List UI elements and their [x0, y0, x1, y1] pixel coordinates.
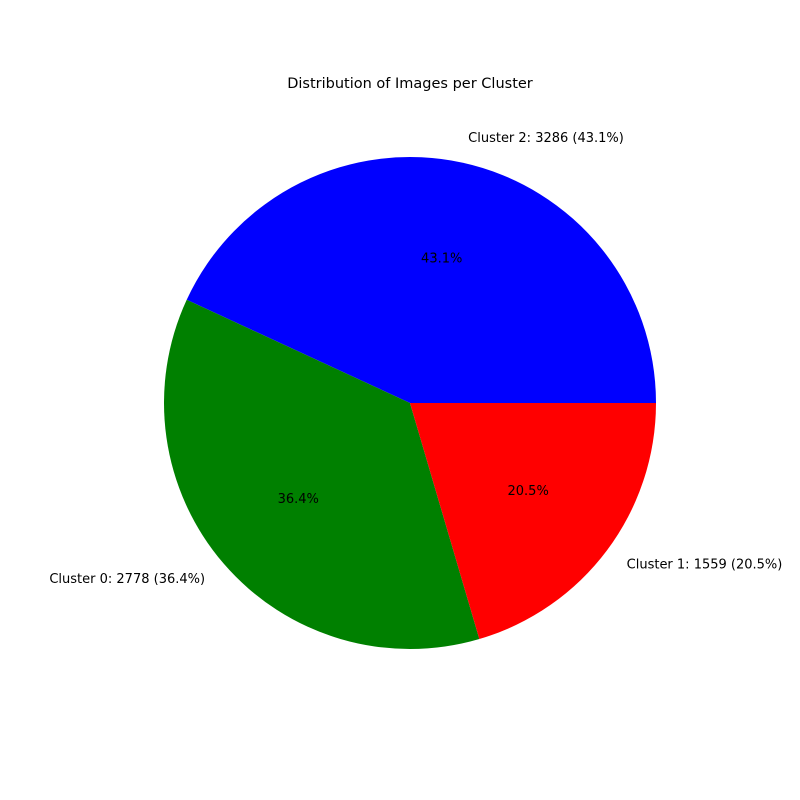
- pct-label-cluster-1: 20.5%: [508, 484, 549, 499]
- pct-label-cluster-2: 43.1%: [421, 251, 462, 266]
- chart-title: Distribution of Images per Cluster: [287, 76, 533, 92]
- pct-label-cluster-0: 36.4%: [278, 492, 319, 507]
- slice-label-cluster-0: Cluster 0: 2778 (36.4%): [49, 572, 205, 587]
- pie-slice-cluster-1: [410, 403, 656, 640]
- slice-label-cluster-1: Cluster 1: 1559 (20.5%): [627, 558, 783, 573]
- pie-slice-cluster-0: [163, 299, 480, 649]
- labels-layer: Cluster 2: 3286 (43.1%) 43.1% Cluster 0: 2…: [49, 131, 782, 587]
- pie-slice-cluster-2: [186, 157, 657, 403]
- slices-layer: [163, 157, 657, 649]
- slice-label-cluster-2: Cluster 2: 3286 (43.1%): [468, 131, 624, 146]
